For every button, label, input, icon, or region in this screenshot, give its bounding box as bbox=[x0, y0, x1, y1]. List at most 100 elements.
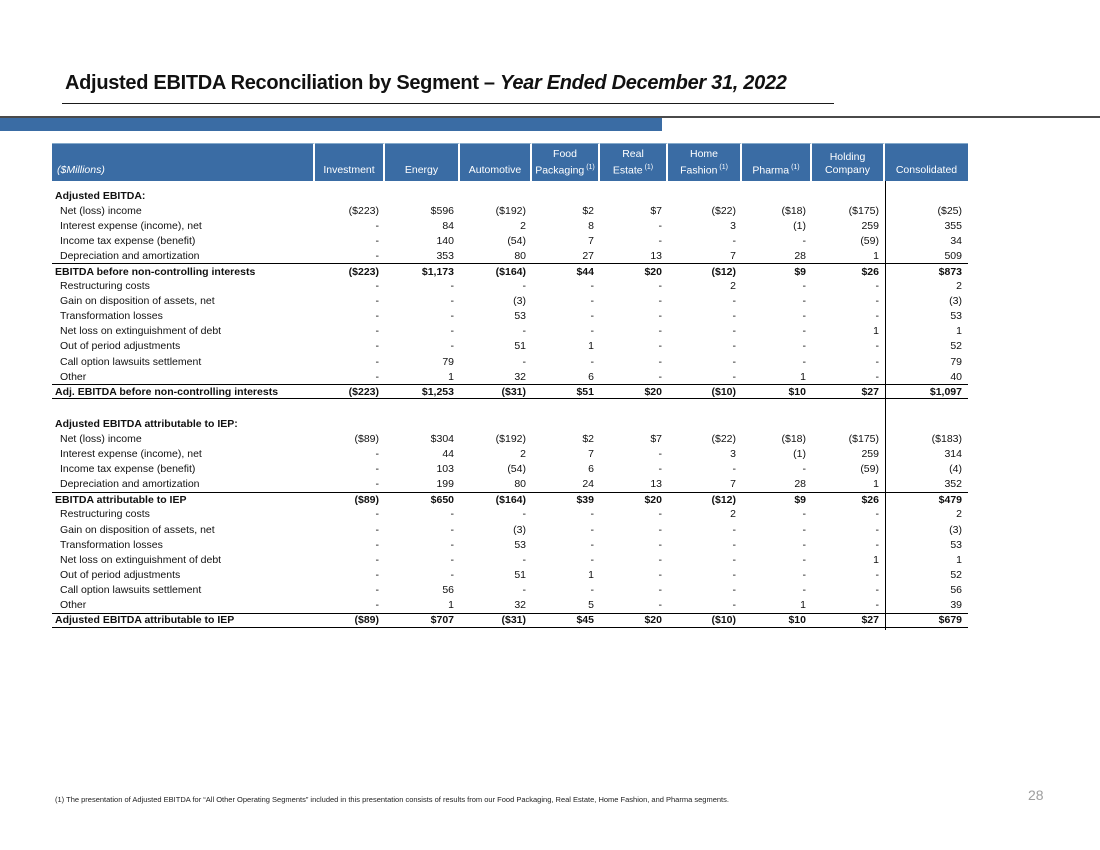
cell-investment: - bbox=[375, 553, 380, 566]
cell-energy: $1,173 bbox=[421, 265, 454, 278]
cell-food-packaging: - bbox=[590, 523, 595, 536]
cell-consolidated: 314 bbox=[944, 448, 962, 461]
cell-investment: - bbox=[375, 568, 380, 581]
table-row: Depreciation and amortization - 199 80 24 13 7… bbox=[52, 477, 968, 492]
cell-holding-company: - bbox=[875, 340, 880, 353]
cell-pharma: - bbox=[802, 310, 807, 323]
cell-holding-company: 1 bbox=[873, 249, 879, 262]
table-row: Net loss on extinguishment of debt - - - - - -… bbox=[52, 552, 968, 567]
table-row: Other - 1 32 5 - - 1 - 39 bbox=[52, 597, 968, 612]
cell-investment: - bbox=[375, 295, 380, 308]
cell-investment: ($89) bbox=[354, 614, 379, 627]
cell-investment: - bbox=[375, 370, 380, 383]
cell-real-estate: - bbox=[658, 340, 663, 353]
cell-investment: - bbox=[375, 219, 380, 232]
cell-food-packaging: 24 bbox=[582, 478, 594, 491]
cell-holding-company: ($175) bbox=[848, 204, 879, 217]
row-label: Net loss on extinguishment of debt bbox=[60, 553, 222, 566]
cell-food-packaging: 7 bbox=[588, 448, 594, 461]
cell-food-packaging: - bbox=[590, 538, 595, 551]
cell-real-estate: $20 bbox=[644, 614, 662, 627]
cell-investment: - bbox=[375, 508, 380, 521]
cell-holding-company: ($175) bbox=[848, 432, 879, 445]
cell-holding-company: 1 bbox=[873, 553, 879, 566]
footnote-marker: (1) bbox=[789, 163, 800, 171]
cell-pharma: - bbox=[802, 325, 807, 338]
cell-food-packaging: 1 bbox=[588, 568, 594, 581]
cell-food-packaging: - bbox=[590, 325, 595, 338]
cell-investment: - bbox=[375, 463, 380, 476]
cell-automotive: 53 bbox=[514, 538, 526, 551]
cell-home-fashion: - bbox=[732, 598, 737, 611]
footnote-marker: (1) bbox=[584, 163, 595, 171]
cell-holding-company: - bbox=[875, 295, 880, 308]
cell-home-fashion: - bbox=[732, 463, 737, 476]
cell-investment: - bbox=[375, 448, 380, 461]
cell-consolidated: 2 bbox=[956, 508, 962, 521]
cell-investment: - bbox=[375, 583, 380, 596]
cell-investment: - bbox=[375, 249, 380, 262]
cell-food-packaging: - bbox=[590, 355, 595, 368]
cell-investment: ($223) bbox=[348, 265, 379, 278]
table-row: Adjusted EBITDA: bbox=[52, 188, 968, 203]
table-row: Call option lawsuits settlement - 56 - - - - - -… bbox=[52, 582, 968, 597]
cell-holding-company: 1 bbox=[873, 478, 879, 491]
page-title: Adjusted EBITDA Reconciliation by Segmen… bbox=[65, 72, 787, 95]
table-row: Adj. EBITDA before non-controlling inter… bbox=[52, 384, 968, 400]
cell-automotive: 51 bbox=[514, 568, 526, 581]
cell-home-fashion: ($10) bbox=[711, 385, 736, 398]
cell-energy: - bbox=[450, 538, 455, 551]
cell-home-fashion: - bbox=[732, 340, 737, 353]
cell-home-fashion: - bbox=[732, 295, 737, 308]
cell-investment: ($89) bbox=[354, 432, 379, 445]
cell-consolidated: 56 bbox=[950, 583, 962, 596]
row-label: Net (loss) income bbox=[60, 432, 142, 445]
table-spacer-row bbox=[52, 399, 968, 416]
cell-consolidated: 352 bbox=[944, 478, 962, 491]
cell-holding-company: - bbox=[875, 568, 880, 581]
cell-automotive: 80 bbox=[514, 249, 526, 262]
cell-home-fashion: - bbox=[732, 553, 737, 566]
cell-home-fashion: ($22) bbox=[711, 432, 736, 445]
row-label: Out of period adjustments bbox=[60, 568, 181, 581]
row-label: Out of period adjustments bbox=[60, 340, 181, 353]
cell-home-fashion: 3 bbox=[730, 448, 736, 461]
row-label: Adjusted EBITDA attributable to IEP bbox=[55, 614, 235, 627]
row-label: EBITDA before non-controlling interests bbox=[55, 265, 256, 278]
cell-consolidated: 53 bbox=[950, 310, 962, 323]
cell-food-packaging: 1 bbox=[588, 340, 594, 353]
table-row: Gain on disposition of assets, net - - (3) -… bbox=[52, 294, 968, 309]
cell-home-fashion: - bbox=[732, 583, 737, 596]
cell-food-packaging: - bbox=[590, 295, 595, 308]
cell-food-packaging: 6 bbox=[588, 463, 594, 476]
cell-real-estate: - bbox=[658, 325, 663, 338]
cell-home-fashion: 2 bbox=[730, 508, 736, 521]
cell-automotive: ($192) bbox=[495, 432, 526, 445]
cell-consolidated: 40 bbox=[950, 370, 962, 383]
column-header-automotive: Automotive bbox=[460, 143, 532, 181]
column-header-unit-label: ($Millions) bbox=[52, 143, 315, 181]
cell-real-estate: - bbox=[658, 295, 663, 308]
table-row: Out of period adjustments - - 51 1 - - - - 52 bbox=[52, 339, 968, 354]
cell-energy: 56 bbox=[442, 583, 454, 596]
cell-energy: 140 bbox=[436, 234, 454, 247]
cell-real-estate: - bbox=[658, 280, 663, 293]
cell-consolidated: 79 bbox=[950, 355, 962, 368]
cell-holding-company: - bbox=[875, 583, 880, 596]
cell-investment: - bbox=[375, 234, 380, 247]
cell-real-estate: - bbox=[658, 598, 663, 611]
row-label: Gain on disposition of assets, net bbox=[60, 523, 215, 536]
cell-automotive: ($164) bbox=[495, 265, 526, 278]
cell-energy: - bbox=[450, 523, 455, 536]
cell-food-packaging: 7 bbox=[588, 234, 594, 247]
table-row: EBITDA attributable to IEP ($89) $650 ($164… bbox=[52, 491, 968, 507]
cell-consolidated: (3) bbox=[949, 295, 962, 308]
column-header-consolidated: Consolidated bbox=[885, 143, 968, 181]
cell-pharma: - bbox=[802, 508, 807, 521]
cell-food-packaging: - bbox=[590, 280, 595, 293]
table-row: Depreciation and amortization - 353 80 27 13 7… bbox=[52, 248, 968, 263]
cell-real-estate: - bbox=[658, 448, 663, 461]
cell-pharma: - bbox=[802, 583, 807, 596]
cell-energy: $650 bbox=[430, 493, 454, 506]
cell-energy: $1,253 bbox=[421, 385, 454, 398]
